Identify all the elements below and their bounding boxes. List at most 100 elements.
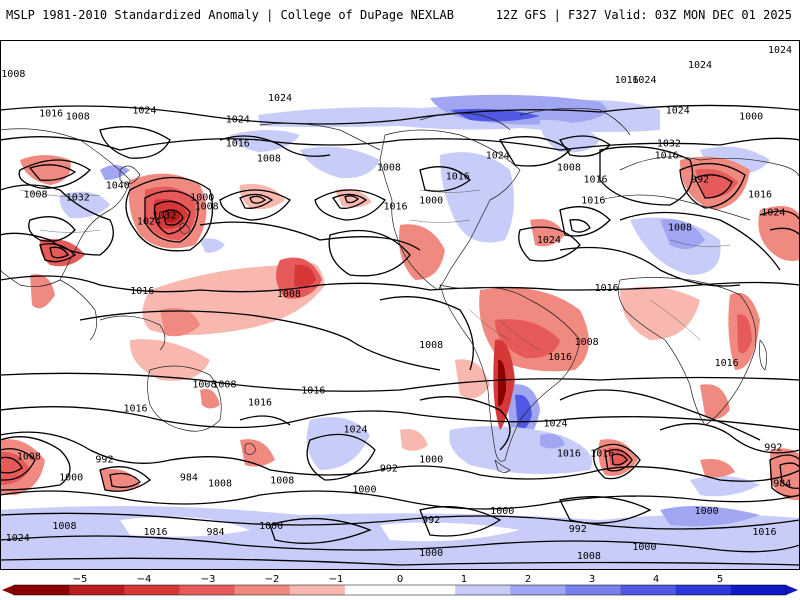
isobar-label: 1008 (1, 69, 25, 80)
isobar-label: 1000 (190, 193, 214, 204)
isobar-label: 1024 (768, 45, 792, 56)
isobar-label: 1008 (24, 190, 48, 201)
isobar-label: 1000 (632, 542, 656, 553)
colorbar-segment (565, 585, 622, 595)
isobar-label: 1016 (557, 449, 581, 460)
isobar-label: 1000 (419, 196, 443, 207)
isobar-label: 1024 (6, 533, 30, 544)
political-boundaries (19, 189, 731, 351)
isobar-label: 1016 (748, 190, 772, 201)
isobar-label: 1016 (446, 172, 470, 183)
isobar-label: 992 (95, 455, 113, 466)
isobar-label: 984 (207, 527, 225, 538)
colorbar-segment (179, 585, 236, 595)
isobar-label: 1008 (257, 153, 281, 164)
colorbar-segment (14, 585, 70, 595)
isobar-label: 984 (773, 479, 791, 490)
colorbar-segment (730, 585, 787, 595)
isobar-label: 1008 (270, 476, 294, 487)
isobar-label: 1024 (344, 424, 368, 435)
colorbar-tick-labels: −5 −4 −3 −2 −1 0 1 2 3 4 5 (73, 574, 724, 585)
isobar-label: 1016 (226, 138, 250, 149)
isobar-label: 1008 (17, 452, 41, 463)
isobar-label: 1024 (226, 114, 250, 125)
colorbar-outline (13, 584, 787, 596)
isobar-label: 1016 (301, 385, 325, 396)
isobar-label: 992 (764, 443, 782, 454)
isobar-label: 1000 (352, 485, 376, 496)
isobar-label: 1016 (548, 352, 572, 363)
colorbar-tick-label: −1 (329, 574, 344, 585)
colorbar-tick-label: −2 (265, 574, 280, 585)
isobar-label: 1024 (761, 208, 785, 219)
valid-time-label: 12Z GFS | F327 Valid: 03Z MON DEC 01 202… (495, 8, 792, 22)
mslp-anomaly-map: 1016 100810241024101610081008100010161024… (0, 40, 800, 570)
isobar-label: 1024 (544, 418, 568, 429)
colorbar-segment (289, 585, 346, 595)
isobar-label: 1008 (195, 202, 219, 213)
isobar-label: 1016 (124, 403, 148, 414)
colorbar-segment (124, 585, 180, 595)
map-title: MSLP 1981-2010 Standardized Anomaly | Co… (6, 8, 454, 22)
colorbar-segment (455, 585, 511, 595)
colorbar-segment (675, 585, 732, 595)
isobar-label: 1016 (384, 202, 408, 213)
isobar-label: 1024 (137, 217, 161, 228)
colorbar-left-arrow (2, 585, 14, 595)
isobar-label: 1000 (490, 506, 514, 517)
isobar-label: 1016 (752, 527, 776, 538)
colorbar-tick-label: 1 (461, 574, 467, 585)
isobar-label: 1024 (632, 75, 656, 86)
isobar-label: 992 (422, 515, 440, 526)
colorbar-segment (510, 585, 566, 595)
isobar-label: 1008 (192, 379, 216, 390)
colorbar-tick-label: −3 (201, 574, 216, 585)
isobar-label: 1008 (52, 521, 76, 532)
colorbar-segment (344, 585, 401, 595)
isobar-label: 1008 (557, 162, 581, 173)
isobar-label: 1016 (584, 175, 608, 186)
isobar-label: 992 (380, 464, 398, 475)
isobar-label: 1024 (268, 93, 292, 104)
isobar-label: 1008 (668, 223, 692, 234)
isobar-label: 984 (180, 473, 198, 484)
isobar-label: 1000 (59, 473, 83, 484)
isobar-label: 1024 (666, 105, 690, 116)
isobar-label: 1016 (715, 358, 739, 369)
negative-anomaly-shading (0, 155, 800, 501)
isobar-label: 1000 (259, 521, 283, 532)
isobar-label: 1032 (66, 193, 90, 204)
coastlines (0, 108, 800, 473)
isobar-label: 1024 (132, 105, 156, 116)
colorbar-tick-label: 0 (397, 574, 403, 585)
isobar-contours (0, 104, 800, 566)
isobar-label: 1016 (595, 283, 619, 294)
isobar-label: 1016 (39, 108, 63, 119)
anomaly-colorbar: −5 −4 −3 −2 −1 0 1 2 3 4 5 (2, 574, 798, 596)
colorbar-segment (234, 585, 291, 595)
isobar-label: 1032 (657, 138, 681, 149)
isobar-label: 1008 (377, 162, 401, 173)
colorbar-segment (69, 585, 125, 595)
isobar-label: 1016 (248, 397, 272, 408)
colorbar-tick-label: −4 (137, 574, 152, 585)
colorbar-segment (400, 585, 456, 595)
isobar-label: 992 (569, 524, 587, 535)
isobar-label: 992 (691, 175, 709, 186)
isobar-label: 1008 (212, 379, 236, 390)
colorbar-segments (2, 584, 798, 596)
colorbar-tick-label: 3 (589, 574, 595, 585)
isobar-label: 1000 (739, 111, 763, 122)
isobar-label: 1000 (695, 506, 719, 517)
colorbar-tick-label: 2 (525, 574, 531, 585)
isobar-labels: 1016 100810241024101610081008100010161024… (1, 45, 792, 562)
isobar-label: 1016 (590, 449, 614, 460)
isobar-label: 1008 (208, 479, 232, 490)
isobar-label: 1032 (152, 211, 176, 222)
isobar-label: 1040 (106, 181, 130, 192)
isobar-label: 1016 (581, 196, 605, 207)
isobar-label: 1000 (419, 455, 443, 466)
colorbar-right-arrow (786, 585, 798, 595)
isobar-label: 1008 (66, 111, 90, 122)
isobar-label: 1008 (277, 289, 301, 300)
